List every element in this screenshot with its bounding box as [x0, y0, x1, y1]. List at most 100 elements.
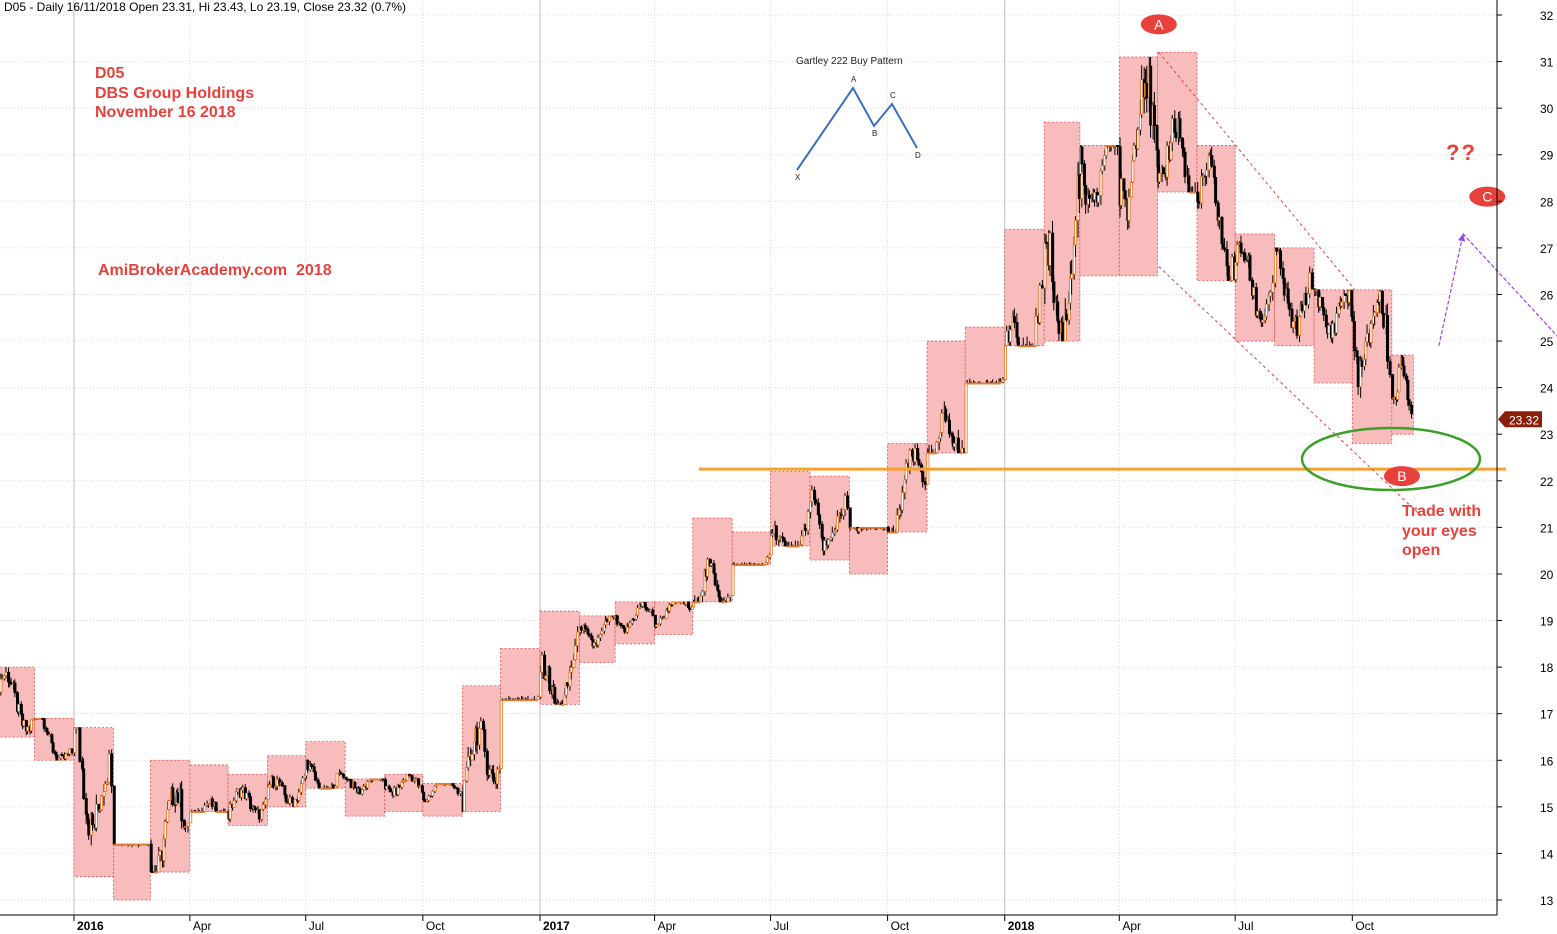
candle-body — [1322, 307, 1326, 316]
candle-body — [1012, 316, 1016, 323]
candle-body — [479, 720, 483, 729]
candle-body — [908, 449, 912, 468]
candle-body — [70, 748, 74, 754]
candle-body — [236, 788, 240, 793]
candle-body — [982, 382, 986, 385]
monthly-range-box — [1391, 354, 1414, 435]
candle-body — [1205, 169, 1209, 177]
candle-body — [1340, 301, 1344, 307]
projection-arrow-up — [1458, 233, 1466, 242]
candle-body — [180, 789, 184, 822]
candle-body — [1268, 291, 1272, 297]
candle-body — [223, 811, 227, 813]
pivot-marker-a — [1140, 14, 1177, 35]
candle-body — [1410, 404, 1414, 415]
candle-body — [1070, 273, 1074, 279]
candle-body — [1174, 132, 1178, 139]
gartley-point-d: D — [915, 151, 921, 160]
candle-body — [35, 717, 39, 720]
candle-body — [306, 760, 310, 771]
y-tick-label: 13 — [1540, 894, 1554, 908]
candle-body — [1183, 151, 1187, 178]
candle-body — [521, 699, 525, 702]
candle-body — [257, 809, 261, 820]
candle-body — [609, 615, 613, 618]
candle-body — [917, 459, 921, 466]
candle-body — [1397, 367, 1401, 393]
candle-body — [1048, 232, 1052, 266]
candle-body — [592, 642, 596, 647]
candle-body — [339, 772, 343, 775]
candle-body — [655, 624, 659, 627]
candle-body — [261, 804, 265, 810]
candle-body — [536, 696, 540, 701]
candle-body — [26, 726, 30, 732]
candle-body — [1132, 145, 1136, 162]
x-tick-label: 2018 — [1008, 919, 1035, 933]
candle-body — [1327, 325, 1331, 334]
candle-body — [427, 795, 431, 801]
candle-body — [1165, 145, 1169, 178]
candle-body — [644, 607, 648, 610]
candle-body — [667, 604, 671, 612]
y-tick-label: 30 — [1540, 102, 1554, 116]
candle-body — [232, 800, 236, 808]
y-tick-label: 24 — [1540, 382, 1554, 396]
candle-body — [1347, 290, 1351, 303]
candle-body — [508, 699, 512, 702]
candle-body — [953, 443, 957, 448]
candle-body — [1105, 145, 1109, 147]
candle-body — [55, 754, 59, 761]
candle-body — [203, 805, 207, 812]
candle-body — [1369, 323, 1373, 343]
candle-body — [927, 452, 931, 455]
candle-body — [219, 811, 223, 813]
candle-body — [1380, 291, 1384, 314]
candle-body — [345, 778, 349, 781]
candle-body — [171, 787, 175, 805]
candle-body — [271, 776, 275, 788]
candle-body — [319, 787, 323, 790]
candle-body — [1226, 265, 1230, 281]
candle-body — [843, 495, 847, 511]
candle-body — [299, 783, 303, 793]
candle-body — [448, 783, 452, 785]
candle-body — [736, 564, 740, 567]
candle-body — [358, 788, 362, 795]
candle-body — [540, 654, 544, 673]
candle-body — [778, 536, 782, 539]
candle-body — [1052, 281, 1056, 304]
candle-body — [1040, 285, 1044, 289]
candle-body — [706, 558, 710, 577]
candle-body — [1308, 272, 1312, 295]
candle-body — [245, 792, 249, 799]
candle-body — [60, 754, 64, 756]
candle-body — [114, 843, 118, 846]
candle-body — [879, 526, 883, 529]
candle-body — [1214, 176, 1218, 204]
candle-body — [117, 843, 121, 846]
candle-body — [1136, 129, 1140, 150]
candle-body — [284, 794, 288, 803]
candle-body — [1149, 65, 1153, 126]
candle-body — [375, 778, 379, 781]
trade-note-line-3: open — [1402, 542, 1441, 559]
candle-body — [301, 777, 305, 785]
candle-body — [194, 811, 198, 813]
candle-body — [553, 686, 557, 704]
candle-body — [1352, 321, 1356, 352]
candle-body — [266, 786, 270, 800]
price-candles — [0, 56, 1414, 874]
candle-body — [275, 779, 279, 787]
candle-body — [888, 531, 892, 534]
candle-body — [619, 623, 623, 627]
candle-body — [1248, 255, 1252, 281]
candle-body — [381, 778, 385, 781]
candle-body — [38, 717, 42, 720]
candle-body — [353, 781, 357, 789]
candle-body — [1080, 173, 1084, 200]
monthly-range-box — [731, 531, 771, 566]
candle-body — [883, 526, 887, 529]
candle-body — [378, 778, 382, 781]
candle-body — [1392, 397, 1396, 400]
